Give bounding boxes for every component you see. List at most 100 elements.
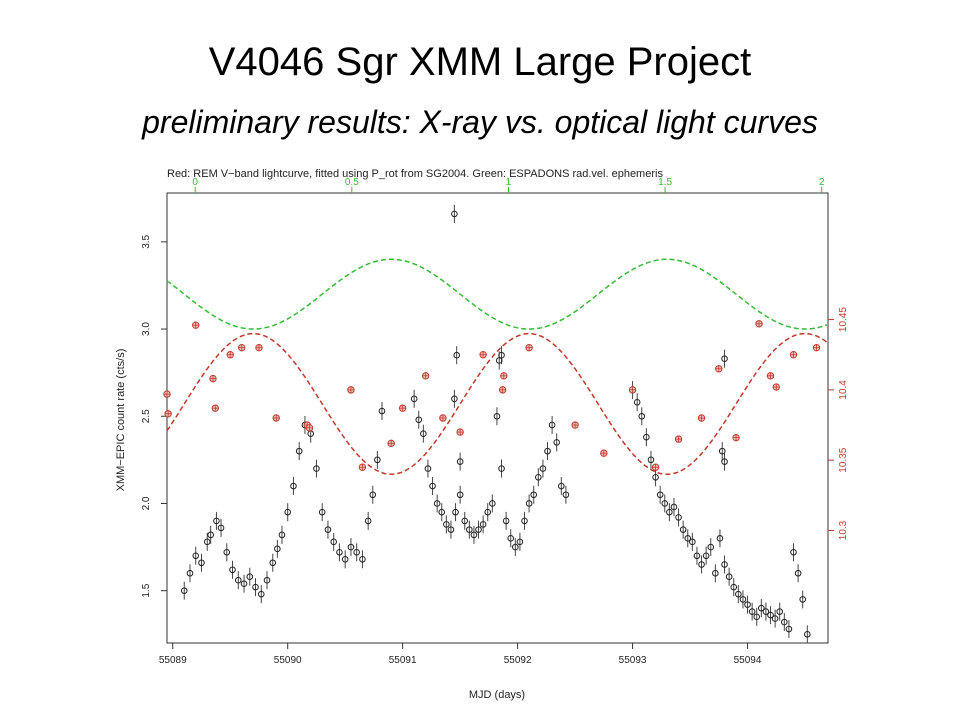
- xray-point: [693, 552, 701, 560]
- xray-point: [776, 608, 784, 615]
- xray-point: [656, 491, 664, 499]
- xray-point: [313, 465, 320, 472]
- xray-point: [675, 514, 682, 521]
- xray-point: [453, 351, 460, 359]
- xray-point: [525, 500, 533, 507]
- xray-point: [359, 555, 366, 563]
- xray-point: [420, 430, 427, 437]
- xray-point: [278, 531, 286, 539]
- xray-point: [429, 482, 436, 490]
- xray-point: [180, 587, 188, 594]
- x-tick-label: 55091: [389, 655, 417, 666]
- xray-point: [424, 465, 432, 472]
- xray-point: [535, 474, 542, 481]
- xray-point: [553, 439, 561, 446]
- xray-point: [735, 590, 742, 598]
- xray-point: [502, 517, 510, 525]
- xray-point: [240, 580, 248, 587]
- xray-point: [341, 555, 349, 563]
- xray-point: [443, 521, 450, 528]
- xray-point: [716, 535, 724, 542]
- xray-point: [438, 508, 446, 516]
- y-tick-label: 3.0: [141, 322, 152, 336]
- xray-point: [223, 549, 231, 556]
- xray-point: [771, 615, 779, 622]
- slide-title: V4046 Sgr XMM Large Project: [208, 40, 752, 84]
- xray-point: [707, 543, 715, 551]
- xray-point: [274, 545, 281, 553]
- xray-point: [721, 355, 728, 362]
- y-tick-label: 3.5: [141, 234, 152, 248]
- plot-frame: [166, 192, 829, 644]
- top-tick-label: 2: [819, 177, 825, 188]
- xray-point: [295, 447, 303, 455]
- xray-point: [484, 508, 492, 516]
- x-axis-label: MJD (days): [469, 689, 525, 701]
- xray-point: [548, 421, 556, 429]
- xray-point: [410, 395, 418, 403]
- xray-point: [451, 395, 458, 403]
- xray-point: [269, 559, 277, 567]
- xray-point: [647, 456, 655, 464]
- xray-point: [456, 458, 464, 465]
- xray-point: [493, 412, 501, 420]
- xray-point: [558, 482, 565, 490]
- xray-point: [730, 583, 738, 591]
- xray-point: [516, 538, 524, 546]
- xray-point: [186, 569, 194, 577]
- xray-point: [679, 526, 687, 533]
- x-tick-label: 55093: [619, 655, 647, 666]
- right-tick-label: 10.4: [838, 380, 849, 400]
- ephemeris-curve-green: [166, 258, 828, 330]
- xray-point: [670, 503, 678, 511]
- xray-point: [661, 500, 669, 507]
- xray-point: [794, 569, 802, 577]
- xray-point: [378, 407, 386, 415]
- y-tick-label: 2.0: [141, 496, 152, 510]
- xray-point: [721, 561, 728, 568]
- right-tick-label: 10.45: [838, 307, 849, 332]
- x-tick-label: 55094: [734, 655, 762, 666]
- xray-point: [433, 500, 441, 507]
- xray-point: [643, 433, 650, 441]
- xray-point: [725, 573, 733, 581]
- xray-point: [451, 210, 458, 218]
- xray-point: [633, 399, 641, 406]
- xray-point: [330, 538, 337, 546]
- xray-point: [318, 508, 326, 516]
- right-tick-label: 10.35: [838, 447, 849, 472]
- xray-point: [284, 508, 292, 516]
- xray-point: [781, 618, 788, 626]
- xray-point: [739, 596, 747, 603]
- x-tick-label: 55089: [159, 655, 187, 666]
- xray-point: [721, 458, 728, 465]
- xray-point: [512, 543, 519, 551]
- xray-point: [718, 447, 726, 455]
- xray-point: [452, 508, 459, 516]
- xray-point: [198, 559, 205, 567]
- fit-curve-red: [166, 332, 828, 475]
- xray-point: [324, 526, 332, 533]
- right-tick-label: 10.3: [838, 520, 849, 540]
- xray-point: [698, 561, 705, 568]
- xray-point: [521, 517, 528, 525]
- xray-point: [544, 447, 551, 455]
- chart-caption: Red: REM V−band lightcurve, fitted using…: [167, 168, 663, 180]
- xray-point: [712, 569, 719, 577]
- xray-point: [767, 611, 774, 619]
- xray-point: [489, 500, 496, 507]
- x-tick-label: 55092: [504, 655, 532, 666]
- xray-point: [246, 573, 254, 581]
- xray-point: [290, 482, 297, 490]
- top-tick-label: 1.5: [658, 177, 672, 188]
- xray-point: [263, 576, 271, 584]
- xray-point: [207, 531, 214, 539]
- xray-point: [562, 491, 570, 499]
- xray-point: [799, 596, 807, 603]
- xray-point: [415, 416, 423, 424]
- top-tick-label: 0: [192, 177, 198, 188]
- xray-point: [495, 357, 503, 364]
- xray-point: [652, 474, 659, 481]
- xray-point: [479, 521, 487, 528]
- xray-point: [353, 549, 360, 556]
